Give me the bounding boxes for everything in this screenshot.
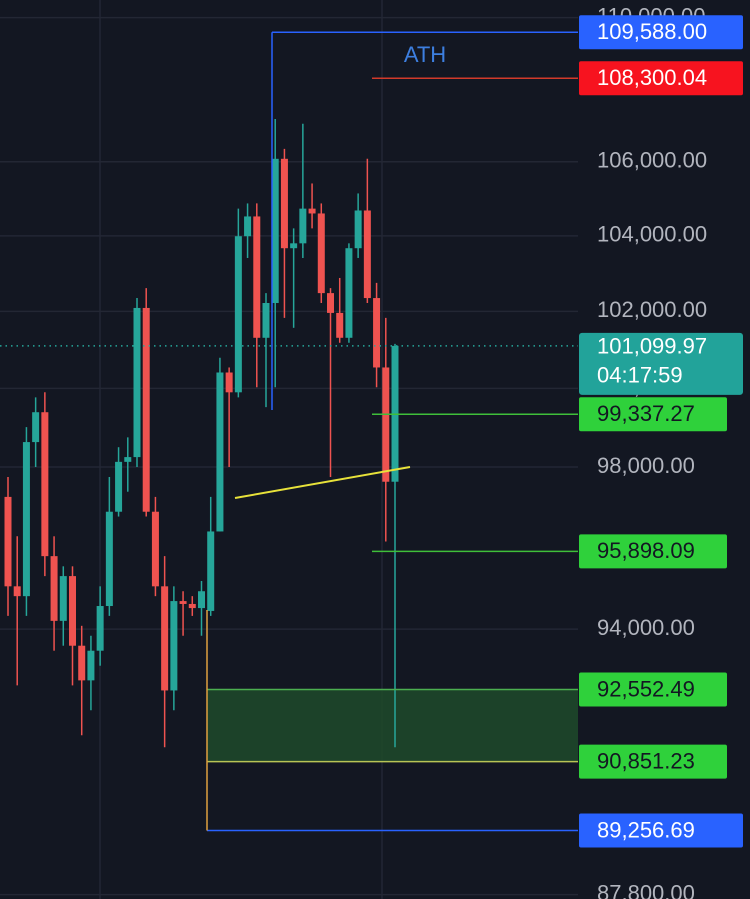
candle-body	[142, 307, 150, 512]
candle-body	[4, 496, 12, 587]
candle-body	[225, 372, 233, 393]
candle-body	[170, 601, 178, 691]
candle-body	[207, 531, 215, 611]
candle-body	[234, 236, 242, 393]
y-tick-label: 87,800.00	[597, 880, 695, 899]
candle-body	[179, 601, 187, 604]
level-label: 92,552.49	[597, 676, 695, 701]
level-label-bg	[579, 397, 727, 432]
candle-body	[363, 210, 371, 299]
candle-body	[336, 312, 344, 338]
candle-body	[327, 293, 334, 313]
level-label: 108,300.04	[597, 65, 707, 90]
candle-body	[151, 511, 159, 587]
candle-body	[161, 586, 169, 691]
zone-layer	[207, 689, 578, 762]
y-tick-label: 106,000.00	[597, 148, 707, 173]
trend-line	[234, 466, 411, 499]
candle-body	[373, 298, 381, 368]
level-label: 90,851.23	[597, 748, 695, 773]
y-tick-label: 94,000.00	[597, 615, 695, 640]
last-price-label: 101,099.97	[597, 334, 707, 359]
candle-body	[382, 367, 390, 482]
level-label-bg	[579, 15, 743, 50]
candle-body	[78, 645, 86, 681]
candle-body	[133, 307, 141, 458]
y-tick-label: 102,000.00	[597, 297, 707, 322]
level-label: 109,588.00	[597, 19, 707, 44]
candle-body	[271, 158, 279, 304]
level-labels: 109,588.00 108,300.04 99,337.27 95,898.09 92…	[579, 15, 743, 848]
candle-body	[188, 603, 196, 609]
level-label-bg	[579, 672, 727, 707]
candle-body	[96, 606, 104, 651]
level-label-bg	[579, 744, 727, 779]
candle-body	[124, 457, 132, 462]
candle-body	[308, 208, 316, 214]
candle-body	[253, 216, 261, 338]
candle-body	[317, 213, 325, 294]
y-tick-label: 98,000.00	[597, 453, 695, 478]
zone-box	[207, 689, 578, 762]
level-label-bg	[579, 813, 743, 848]
candle-body	[50, 556, 58, 621]
candle-body	[345, 248, 353, 338]
candle-body	[262, 303, 270, 338]
candle-body	[22, 442, 30, 597]
candle-body	[216, 372, 224, 532]
levels: ATH	[0, 31, 578, 832]
last-price-bg	[579, 332, 743, 395]
candle-body	[41, 412, 49, 557]
candle-body	[32, 412, 40, 443]
candle-body	[244, 216, 252, 237]
level-label: 99,337.27	[597, 401, 695, 426]
candle-body	[87, 650, 95, 681]
level-label: 95,898.09	[597, 538, 695, 563]
candle-body	[354, 210, 362, 249]
candle-body	[115, 461, 123, 512]
candle-body	[13, 586, 21, 597]
annotation: ATH	[404, 42, 446, 67]
grid	[0, 0, 578, 899]
candle-body	[299, 208, 307, 244]
countdown-label: 04:17:59	[597, 363, 683, 388]
level-label-bg	[579, 534, 727, 569]
y-tick-label: 104,000.00	[597, 222, 707, 247]
candle-body	[105, 511, 113, 607]
candle-body	[59, 576, 67, 621]
level-label-bg	[579, 61, 743, 96]
level-label: 89,256.69	[597, 817, 695, 842]
candle-body	[69, 576, 76, 646]
candle-body	[290, 243, 298, 249]
candle-body	[280, 158, 288, 249]
candle-body	[198, 591, 205, 609]
